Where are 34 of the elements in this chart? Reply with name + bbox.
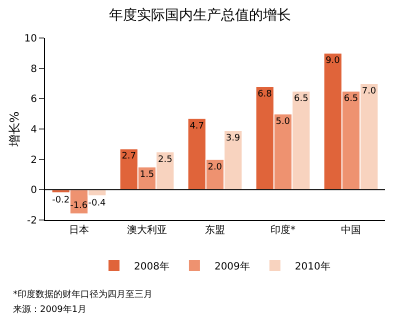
- data-label: -1.6: [70, 200, 88, 211]
- data-label: 2.0: [208, 162, 222, 172]
- x-tick-label: 中国: [341, 224, 361, 236]
- x-tick-label: 日本: [69, 224, 89, 236]
- data-label: 7.0: [362, 86, 376, 96]
- source-note: 来源：2009年1月: [13, 304, 87, 315]
- data-label: -0.4: [88, 198, 106, 209]
- y-tick-label: 0: [30, 185, 37, 196]
- data-label: 6.5: [344, 94, 358, 104]
- data-label: 9.0: [326, 56, 340, 66]
- data-label: 5.0: [276, 116, 290, 127]
- x-tick-label: 澳大利亚: [127, 224, 167, 236]
- y-tick-label: -2: [27, 216, 37, 226]
- y-tick-label: 4: [30, 124, 37, 136]
- y-tick-label: 8: [30, 64, 37, 75]
- data-label: -0.2: [52, 196, 70, 206]
- legend-label: 2010年: [294, 260, 330, 272]
- y-tick-label: 6: [30, 94, 37, 106]
- data-label: 6.8: [258, 90, 272, 100]
- y-axis-title: 增长%: [8, 111, 22, 148]
- y-tick-label: 10: [24, 34, 37, 44]
- text: *印度数据的财年口径为四月至三月: [13, 289, 152, 300]
- chart-title: 年度实际国内生产总值的增长: [109, 7, 291, 24]
- y-tick-label: 2: [30, 154, 37, 166]
- x-tick-label: 印度*: [270, 224, 296, 236]
- legend-label: 2008年: [134, 260, 170, 272]
- x-tick-label: 东盟: [205, 224, 225, 236]
- data-label: 3.9: [226, 134, 240, 144]
- data-label: 2.7: [122, 152, 136, 162]
- data-label: 2.5: [158, 154, 172, 165]
- data-label: 1.5: [140, 170, 154, 180]
- data-label: 4.7: [190, 121, 204, 132]
- data-label: 6.5: [294, 94, 308, 104]
- legend-label: 2009年: [214, 260, 250, 272]
